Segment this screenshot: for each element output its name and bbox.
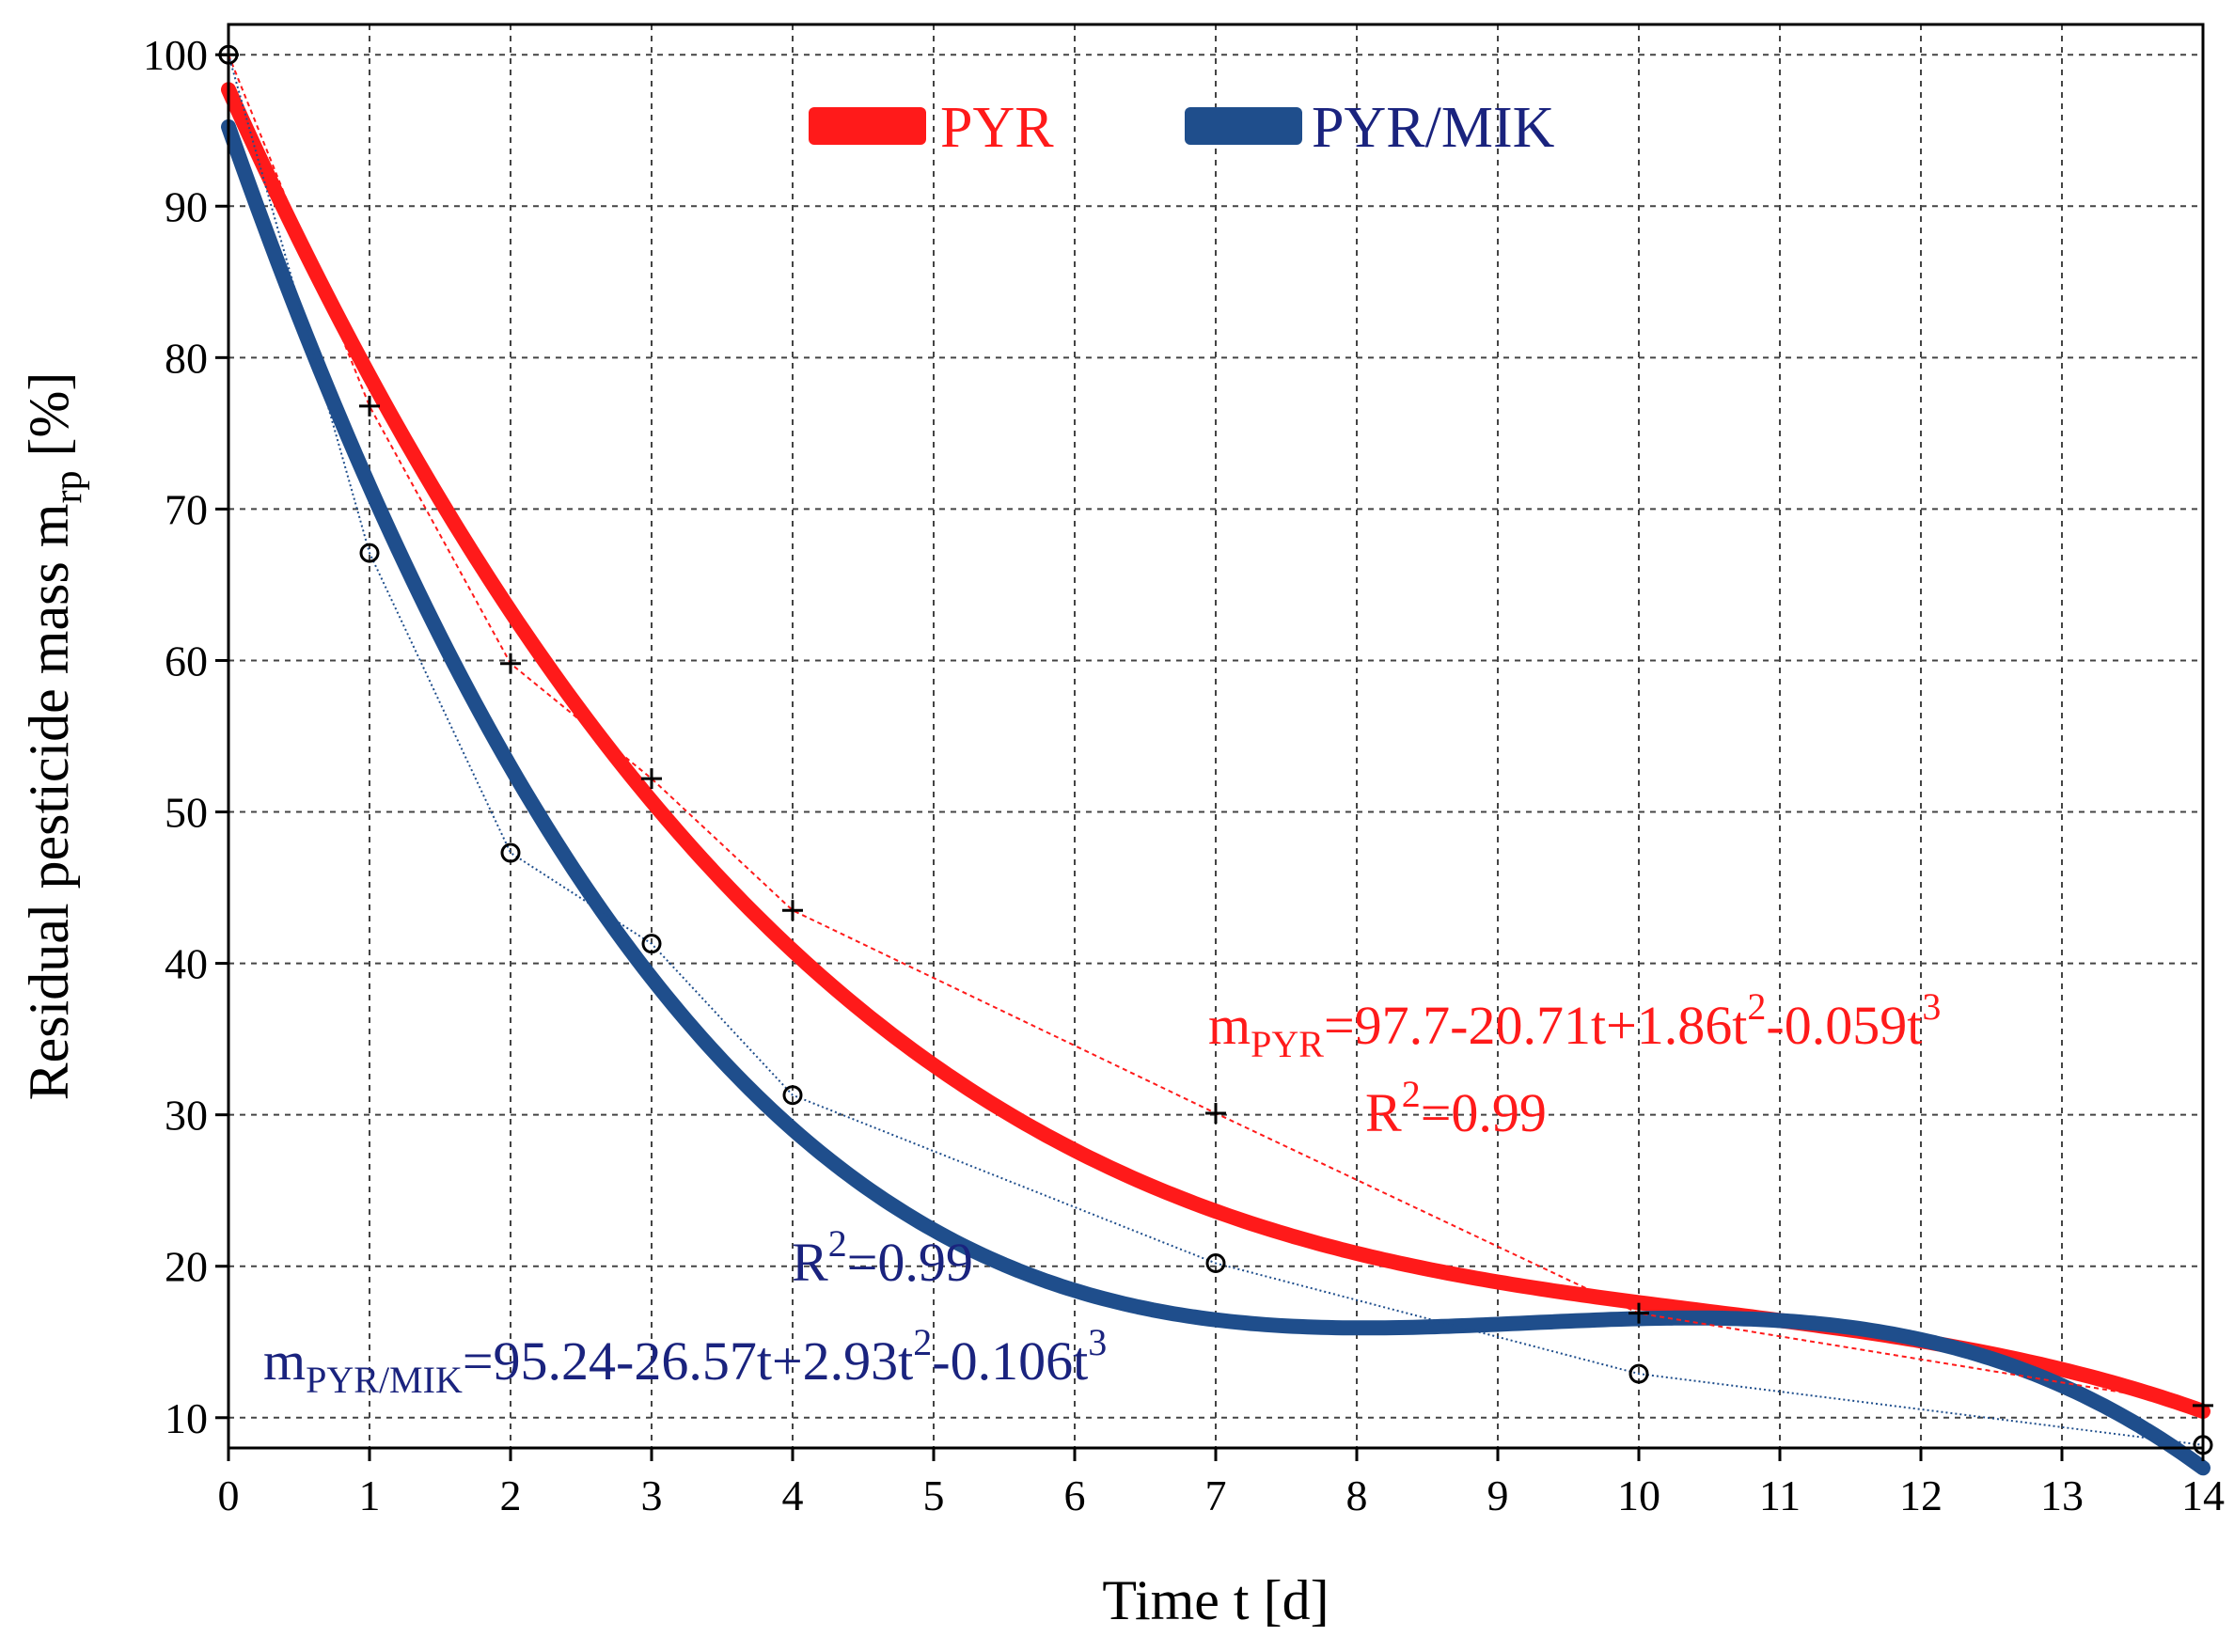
- y-axis-title: Residual pesticide mass mrp [%]: [18, 372, 90, 1101]
- x-tick-label: 0: [218, 1471, 240, 1519]
- y-tick-label: 70: [165, 485, 208, 533]
- y-tick-label: 80: [165, 334, 208, 382]
- legend-label-pyr-mik: PYR/MIK: [1312, 96, 1555, 160]
- legend: PYR PYR/MIK: [809, 96, 1555, 160]
- x-tick-label: 2: [500, 1471, 522, 1519]
- x-tick-label: 1: [359, 1471, 381, 1519]
- y-tick-label: 10: [165, 1394, 208, 1442]
- data-point-pyr: [1205, 1103, 1226, 1124]
- pyr-mik-r-squared: R2=0.99: [792, 1222, 973, 1293]
- x-tick-label: 4: [782, 1471, 804, 1519]
- x-tick-label: 5: [923, 1471, 945, 1519]
- pyr-mik-equation: mPYR/MIK=95.24-26.57t+2.93t2-0.106t3: [263, 1321, 1107, 1401]
- y-tick-label: 40: [165, 940, 208, 988]
- data-point-pyr: [500, 653, 521, 674]
- x-tick-label: 12: [1899, 1471, 1943, 1519]
- y-tick-label: 50: [165, 789, 208, 837]
- legend-swatch-pyr-mik: [1185, 107, 1302, 145]
- x-tick-label: 6: [1064, 1471, 1086, 1519]
- y-tick-label: 20: [165, 1243, 208, 1291]
- x-tick-label: 13: [2040, 1471, 2084, 1519]
- legend-swatch-pyr: [809, 107, 926, 145]
- y-tick-label: 100: [143, 31, 208, 79]
- x-tick-label: 8: [1346, 1471, 1368, 1519]
- legend-label-pyr: PYR: [940, 96, 1054, 160]
- pyr-r-squared: R2=0.99: [1365, 1073, 1547, 1143]
- x-tick-label: 9: [1487, 1471, 1509, 1519]
- x-tick-label: 7: [1205, 1471, 1227, 1519]
- y-tick-label: 30: [165, 1092, 208, 1140]
- x-tick-label: 3: [641, 1471, 663, 1519]
- pyr-equation: mPYR=97.7-20.71t+1.86t2-0.059t3: [1208, 985, 1941, 1065]
- x-tick-label: 11: [1759, 1471, 1801, 1519]
- x-tick-label: 14: [2181, 1471, 2225, 1519]
- chart: 0 1 2 3 4 5 6 7 8 9 10 11 12 13 1410203040506070809010…: [0, 0, 2234, 1652]
- y-tick-label: 60: [165, 637, 208, 684]
- grid: [228, 24, 2203, 1448]
- axis-ticks: 0 1 2 3 4 5 6 7 8 9 10 11 12 13 1410203040506070809010…: [143, 31, 2225, 1519]
- x-axis-title: Time t [d]: [1102, 1569, 1329, 1631]
- x-tick-label: 10: [1617, 1471, 1660, 1519]
- y-tick-label: 90: [165, 182, 208, 230]
